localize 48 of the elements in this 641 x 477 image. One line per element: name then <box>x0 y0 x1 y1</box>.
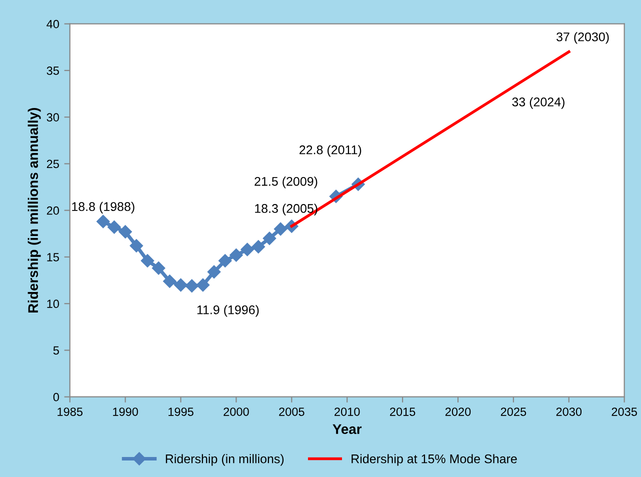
annotation: 22.8 (2011) <box>300 145 362 157</box>
point <box>163 274 176 288</box>
annotation: 18.3 (2005) <box>255 204 318 216</box>
x-tick-label: 1995 <box>168 408 194 416</box>
point <box>140 254 154 268</box>
x-tick-label: 2020 <box>445 408 471 416</box>
point <box>118 225 132 238</box>
point <box>130 239 143 252</box>
x-tick-label: 2010 <box>334 408 360 416</box>
point <box>240 242 254 256</box>
point <box>174 278 188 292</box>
point <box>108 220 121 234</box>
annotation: 37 (2030) <box>556 32 609 44</box>
x-tick-label: 2000 <box>224 408 249 416</box>
point <box>185 279 198 292</box>
legend-label: Ridership at 15% Mode Share <box>352 454 517 466</box>
y-tick-label: 0 <box>53 392 59 402</box>
y-tick-label: 40 <box>46 20 59 28</box>
annotation: 33 (2024) <box>512 97 564 109</box>
x-tick-label: 1985 <box>58 408 83 416</box>
point <box>207 265 221 278</box>
point <box>262 232 276 245</box>
point <box>96 214 110 228</box>
x-tick-label: 2015 <box>390 408 416 416</box>
y-tick-label: 5 <box>53 346 59 355</box>
y-tick-label: 30 <box>46 113 59 122</box>
x-tick-label: 2005 <box>279 408 304 416</box>
y-axis-title: Ridership (in millions annually) <box>28 108 41 312</box>
annotation: 18.8 (1988) <box>72 202 134 214</box>
point <box>230 248 243 262</box>
point <box>274 222 288 236</box>
x-tick-label: 1990 <box>113 408 138 416</box>
x-tick-label: 2035 <box>612 408 637 416</box>
x-tick-label: 2030 <box>556 408 582 416</box>
x-axis-title: Year <box>332 424 362 434</box>
x-tick-label: 2025 <box>500 408 526 416</box>
legend-label: Ridership (in millions) <box>166 454 284 466</box>
point <box>218 254 232 268</box>
annotation: 11.9 (1996) <box>197 305 259 317</box>
point <box>152 262 166 275</box>
y-tick-label: 20 <box>46 206 59 215</box>
annotation: 21.5 (2009) <box>254 176 318 188</box>
y-tick-label: 35 <box>46 66 59 75</box>
y-tick-label: 25 <box>46 160 59 168</box>
point <box>252 240 265 254</box>
y-tick-label: 10 <box>47 300 59 308</box>
y-tick-label: 15 <box>47 253 59 262</box>
point <box>196 278 210 292</box>
